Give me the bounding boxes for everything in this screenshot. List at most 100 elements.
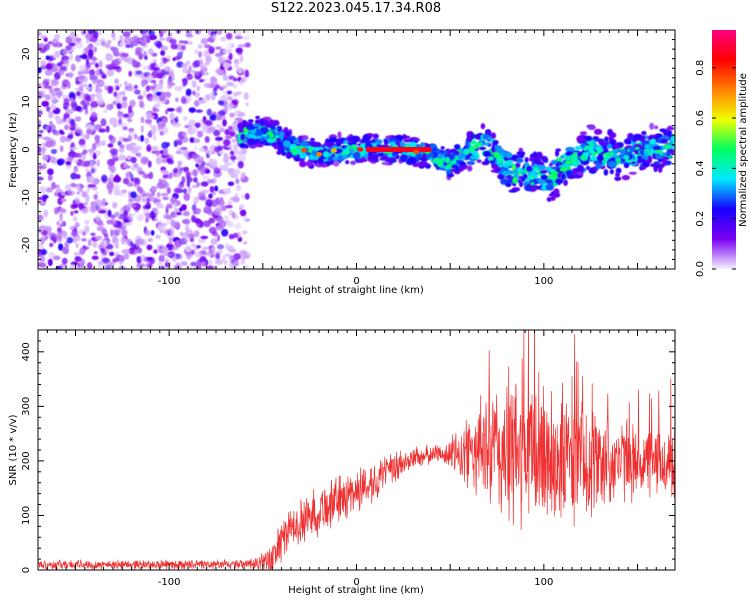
noise-speckle bbox=[158, 224, 166, 232]
noise-speckle bbox=[195, 163, 199, 168]
noise-speckle bbox=[75, 256, 82, 262]
signal-blob bbox=[275, 141, 284, 146]
signal-blob bbox=[369, 157, 375, 161]
noise-speckle bbox=[203, 94, 210, 103]
noise-speckle bbox=[212, 87, 218, 93]
signal-blob bbox=[380, 156, 390, 161]
noise-speckle bbox=[38, 242, 44, 249]
noise-speckle bbox=[103, 233, 109, 238]
noise-speckle bbox=[112, 258, 118, 263]
noise-speckle bbox=[65, 45, 72, 51]
signal-blob bbox=[615, 158, 622, 162]
noise-speckle bbox=[170, 196, 177, 204]
noise-speckle bbox=[160, 192, 169, 197]
noise-speckle bbox=[194, 146, 198, 151]
noise-speckle bbox=[58, 243, 64, 251]
noise-speckle bbox=[100, 247, 106, 253]
colorbar-tick: 0.2 bbox=[695, 211, 736, 227]
noise-speckle bbox=[115, 251, 119, 259]
noise-speckle bbox=[213, 129, 221, 137]
spectrogram-heatmap bbox=[38, 30, 675, 269]
signal-blob bbox=[555, 178, 564, 184]
noise-speckle bbox=[147, 193, 154, 202]
noise-speckle bbox=[173, 140, 178, 148]
noise-speckle bbox=[50, 181, 56, 190]
noise-speckle bbox=[130, 191, 137, 199]
signal-blob bbox=[512, 176, 518, 184]
signal-blob bbox=[294, 138, 300, 144]
noise-speckle bbox=[224, 253, 233, 257]
signal-blob bbox=[609, 169, 614, 175]
noise-speckle bbox=[128, 70, 133, 77]
noise-speckle bbox=[43, 209, 49, 218]
noise-speckle bbox=[44, 37, 48, 42]
noise-speckle bbox=[206, 108, 212, 116]
noise-speckle bbox=[61, 222, 65, 226]
noise-speckle bbox=[237, 67, 243, 75]
noise-speckle bbox=[181, 176, 186, 184]
noise-speckle bbox=[191, 153, 200, 159]
signal-blob bbox=[496, 148, 505, 154]
noise-speckle bbox=[134, 89, 141, 95]
signal-blob bbox=[333, 160, 340, 167]
noise-speckle bbox=[204, 136, 210, 144]
signal-blob bbox=[595, 163, 601, 170]
noise-speckle bbox=[38, 31, 42, 37]
noise-speckle bbox=[167, 252, 173, 257]
y-tick-label: -10 bbox=[21, 189, 32, 205]
x-tick-label: -100 bbox=[158, 577, 181, 588]
noise-speckle bbox=[151, 185, 157, 192]
noise-speckle bbox=[75, 91, 81, 96]
noise-speckle bbox=[96, 159, 100, 167]
noise-speckle bbox=[59, 65, 68, 70]
noise-speckle bbox=[123, 161, 127, 168]
noise-speckle bbox=[108, 261, 115, 268]
noise-speckle bbox=[153, 104, 161, 108]
noise-speckle bbox=[109, 173, 114, 180]
signal-blob bbox=[563, 179, 568, 186]
noise-speckle bbox=[39, 164, 43, 170]
noise-speckle bbox=[56, 115, 60, 122]
signal-blob bbox=[378, 152, 385, 157]
noise-speckle bbox=[75, 55, 82, 63]
noise-speckle bbox=[86, 262, 93, 269]
noise-speckle bbox=[242, 230, 248, 235]
noise-speckle bbox=[43, 85, 52, 89]
signal-blob bbox=[508, 189, 518, 193]
noise-speckle bbox=[200, 167, 205, 176]
signal-blob bbox=[539, 169, 548, 174]
noise-speckle bbox=[208, 217, 216, 224]
noise-speckle bbox=[76, 184, 81, 191]
signal-blob bbox=[498, 173, 505, 180]
noise-speckle bbox=[73, 165, 79, 173]
noise-speckle bbox=[89, 152, 94, 158]
noise-speckle bbox=[129, 173, 134, 182]
noise-speckle bbox=[166, 55, 171, 59]
noise-speckle bbox=[158, 254, 165, 263]
noise-speckle bbox=[56, 220, 60, 226]
signal-blob bbox=[399, 141, 406, 147]
noise-speckle bbox=[162, 180, 166, 185]
signal-blob bbox=[300, 134, 309, 141]
noise-speckle bbox=[192, 90, 196, 96]
signal-blob bbox=[559, 167, 568, 172]
signal-blob bbox=[279, 146, 285, 152]
signal-blob bbox=[576, 135, 584, 143]
signal-blob bbox=[647, 155, 653, 163]
signal-blob bbox=[386, 153, 393, 158]
noise-speckle bbox=[231, 125, 239, 133]
noise-speckle bbox=[41, 100, 50, 107]
noise-speckle bbox=[105, 125, 110, 133]
signal-blob bbox=[407, 156, 416, 163]
noise-speckle bbox=[215, 46, 222, 50]
signal-blob bbox=[490, 132, 497, 139]
noise-speckle bbox=[144, 118, 153, 125]
noise-speckle bbox=[239, 55, 244, 63]
noise-speckle bbox=[45, 126, 50, 130]
noise-speckle bbox=[87, 184, 97, 188]
noise-speckle bbox=[168, 227, 175, 236]
noise-speckle bbox=[233, 77, 238, 82]
signal-blob bbox=[419, 161, 429, 168]
noise-speckle bbox=[161, 159, 168, 164]
